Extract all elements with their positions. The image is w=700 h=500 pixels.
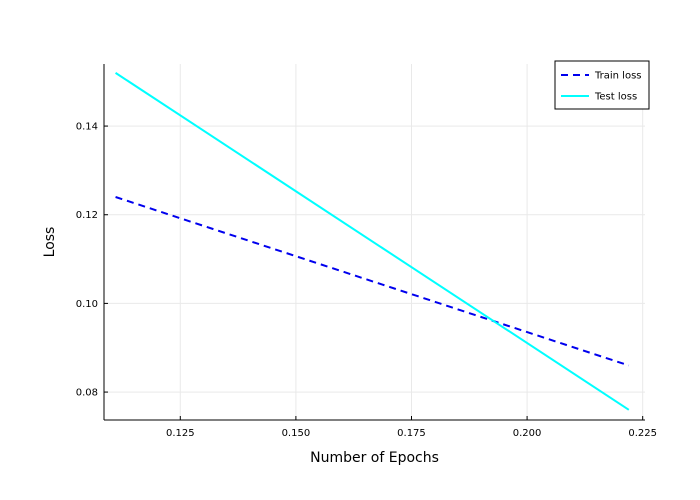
legend-box — [554, 60, 650, 110]
legend: Train loss Test loss — [554, 60, 650, 110]
y-tick-label: 0.10 — [76, 299, 98, 310]
y-tick-label: 0.14 — [76, 122, 98, 133]
y-ticks: 0.08 0.10 0.12 0.14 — [76, 122, 108, 399]
legend-label: Test loss — [594, 92, 637, 103]
x-tick-label: 0.125 — [166, 428, 195, 439]
x-ticks: 0.125 0.150 0.175 0.200 0.225 — [166, 416, 657, 439]
train-loss-line — [115, 196, 630, 367]
x-tick-label: 0.225 — [628, 428, 657, 439]
y-axis-title: Loss — [42, 227, 58, 258]
x-tick-label: 0.150 — [282, 428, 311, 439]
test-loss-line — [115, 72, 630, 411]
grid-lines — [104, 64, 645, 420]
x-tick-label: 0.200 — [513, 428, 542, 439]
x-axis-title: Number of Epochs — [310, 450, 439, 466]
series-lines — [115, 72, 630, 411]
axes — [103, 64, 645, 421]
y-tick-label: 0.08 — [76, 388, 98, 399]
y-tick-label: 0.12 — [76, 210, 98, 221]
x-tick-label: 0.175 — [397, 428, 426, 439]
legend-label: Train loss — [594, 71, 642, 82]
